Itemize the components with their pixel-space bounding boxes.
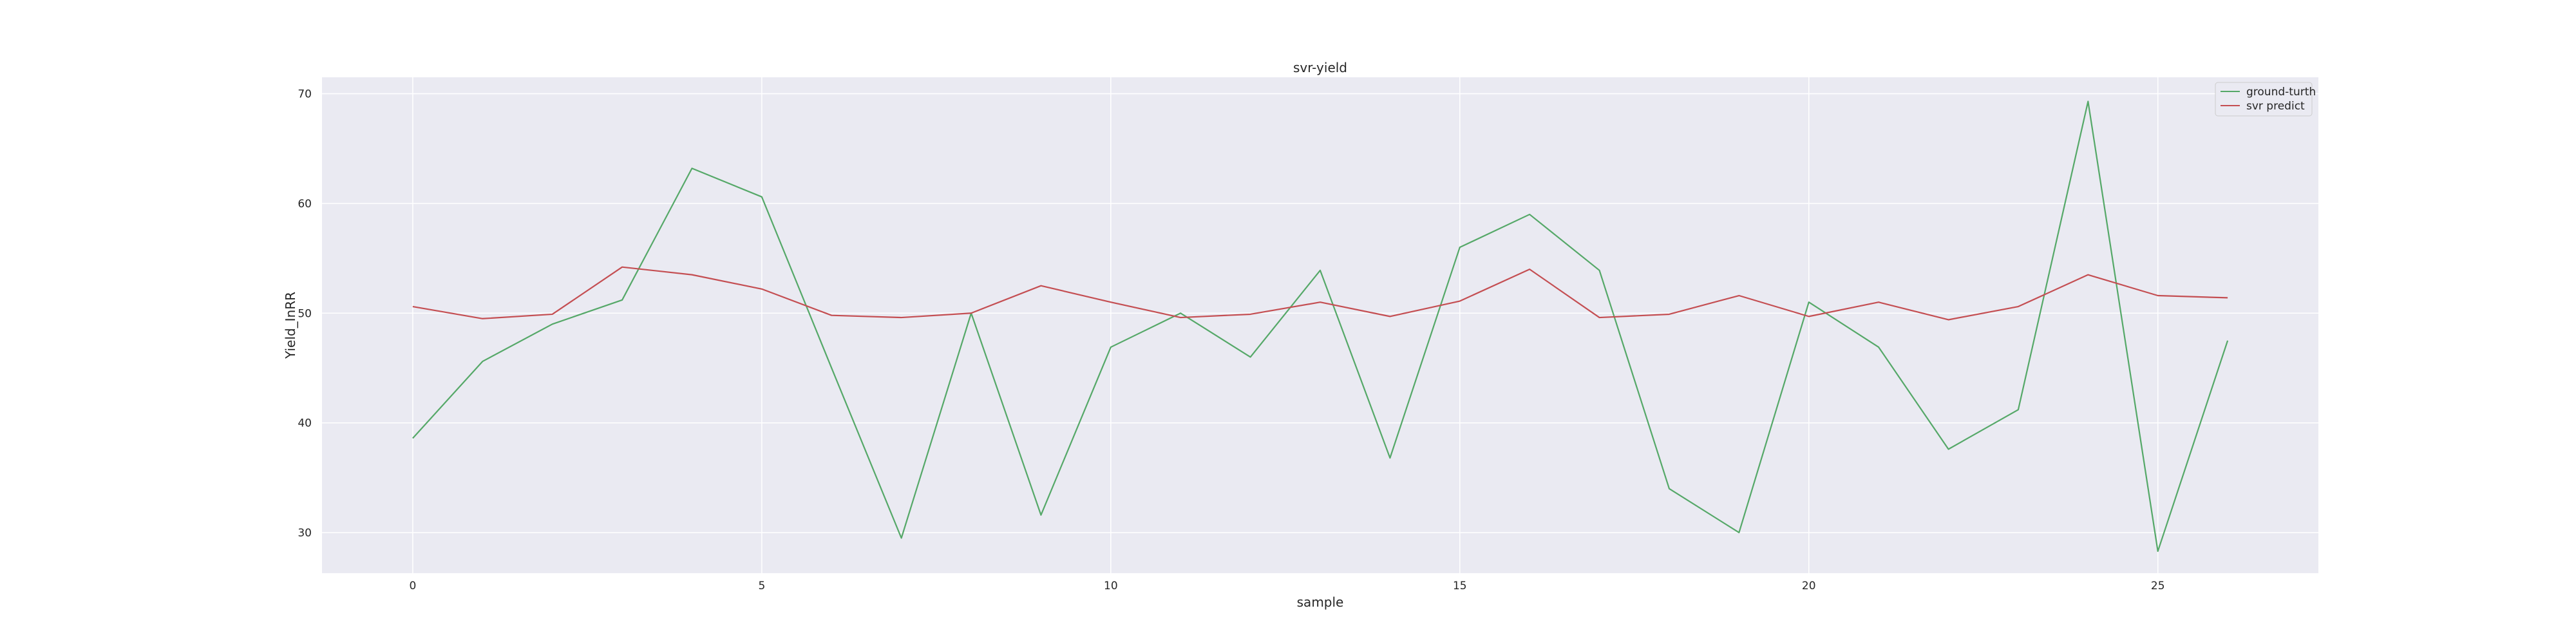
x-tick-label: 10 (1104, 580, 1118, 592)
y-axis-title: Yield_InRR (283, 292, 298, 359)
legend-label-ground-turth: ground-turth (2246, 86, 2316, 99)
series-lines (412, 100, 2229, 553)
x-tick-label: 15 (1453, 580, 1467, 592)
series-line-ground-turth (412, 100, 2229, 553)
y-tick-label: 70 (298, 88, 312, 101)
legend: ground-turth svr predict (2215, 82, 2316, 117)
y-tick-label: 30 (298, 527, 312, 540)
x-tick-label: 25 (2151, 580, 2165, 592)
y-tick-label: 60 (298, 198, 312, 211)
x-tick-label: 5 (758, 580, 765, 592)
grid (322, 77, 2318, 573)
series-line-svr-predict (412, 266, 2228, 321)
tick-labels: 0 5 10 15 20 25 30 40 50 60 70 (298, 88, 2164, 592)
x-axis-title: sample (1297, 594, 1344, 610)
legend-label-svr-predict: svr predict (2246, 100, 2305, 113)
y-tick-label: 40 (298, 417, 312, 430)
plot-area (322, 77, 2318, 573)
x-tick-label: 0 (409, 580, 416, 592)
x-tick-label: 20 (1802, 580, 1816, 592)
y-tick-label: 50 (298, 307, 312, 320)
chart-title: svr-yield (1293, 60, 1347, 75)
